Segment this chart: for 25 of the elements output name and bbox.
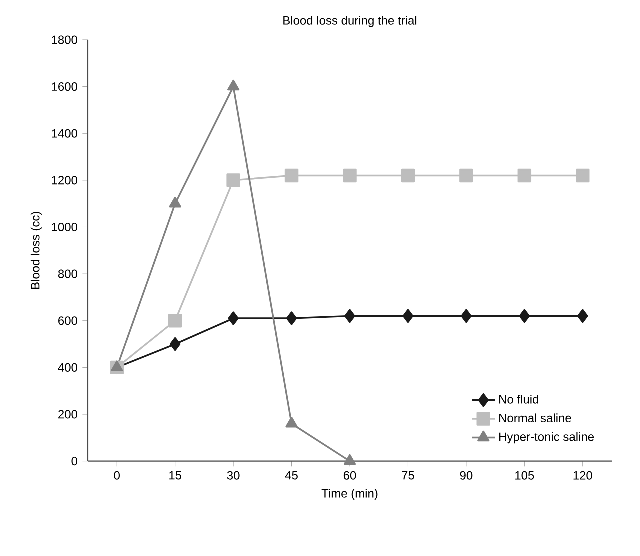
legend-label: Hyper-tonic saline bbox=[500, 432, 594, 444]
legend-label: Normal saline bbox=[500, 414, 572, 423]
y-tick-label: 1200 bbox=[52, 176, 78, 185]
x-tick-label: 90 bbox=[460, 471, 473, 480]
y-tick-label: 600 bbox=[58, 316, 78, 326]
y-tick-label: 0 bbox=[72, 457, 78, 466]
legend-label: No fluid bbox=[500, 394, 538, 404]
x-tick-label: 105 bbox=[516, 471, 534, 480]
x-tick-label: 120 bbox=[574, 471, 592, 480]
y-tick-label: 1000 bbox=[52, 222, 78, 232]
x-tick-label: 15 bbox=[170, 471, 182, 480]
x-tick-label: 0 bbox=[114, 471, 120, 480]
x-tick-label: 30 bbox=[227, 471, 240, 480]
chart-title: Blood loss during the trial bbox=[284, 16, 417, 28]
y-tick-label: 1400 bbox=[52, 129, 78, 138]
x-tick-label: 60 bbox=[344, 471, 356, 480]
y-tick-label: 200 bbox=[58, 410, 78, 419]
y-tick-label: 400 bbox=[58, 363, 78, 372]
y-tick-label: 1600 bbox=[52, 82, 78, 92]
x-axis-title: Time (min) bbox=[322, 489, 378, 500]
x-tick-label: 75 bbox=[402, 471, 414, 480]
x-tick-label: 45 bbox=[285, 471, 298, 480]
y-axis-title: Blood loss (cc) bbox=[30, 212, 42, 290]
y-tick-label: 1800 bbox=[52, 36, 78, 44]
y-tick-label: 800 bbox=[58, 270, 78, 278]
